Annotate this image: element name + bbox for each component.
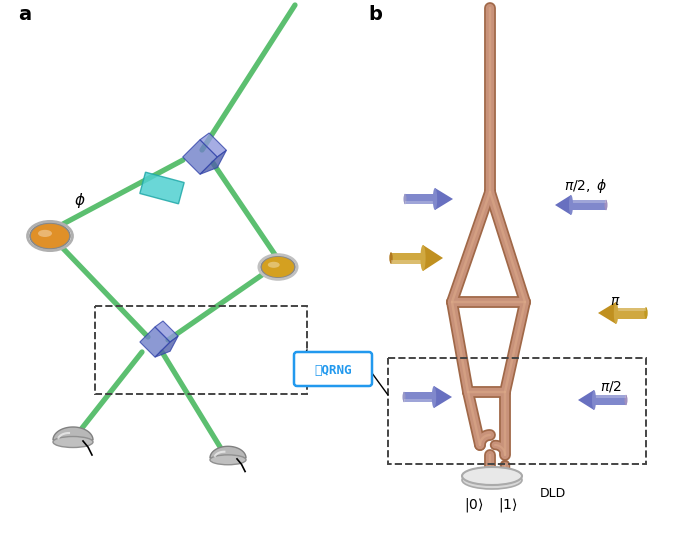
Ellipse shape	[605, 200, 608, 211]
Polygon shape	[598, 302, 616, 324]
Polygon shape	[434, 386, 452, 408]
Text: $\pi$: $\pi$	[610, 294, 621, 308]
Polygon shape	[405, 194, 435, 204]
Ellipse shape	[462, 471, 522, 489]
Text: $|1\rangle$: $|1\rangle$	[498, 496, 518, 513]
Polygon shape	[404, 399, 434, 402]
Ellipse shape	[625, 395, 627, 405]
Polygon shape	[200, 150, 227, 175]
Text: ⎌QRNG: ⎌QRNG	[314, 364, 352, 376]
Ellipse shape	[569, 195, 573, 215]
Polygon shape	[391, 260, 423, 264]
Polygon shape	[405, 201, 435, 204]
Ellipse shape	[261, 256, 295, 278]
FancyBboxPatch shape	[294, 352, 372, 386]
Polygon shape	[616, 308, 646, 318]
Text: DLD: DLD	[540, 487, 566, 500]
Polygon shape	[404, 392, 434, 402]
Ellipse shape	[645, 307, 647, 319]
Ellipse shape	[268, 262, 279, 268]
Ellipse shape	[390, 252, 393, 264]
Ellipse shape	[403, 194, 406, 204]
Ellipse shape	[403, 392, 406, 402]
Ellipse shape	[645, 308, 647, 318]
Ellipse shape	[53, 437, 93, 447]
Text: b: b	[368, 5, 382, 24]
Polygon shape	[210, 446, 246, 458]
Polygon shape	[555, 195, 571, 215]
Text: a: a	[18, 5, 31, 24]
Ellipse shape	[403, 194, 406, 204]
Polygon shape	[155, 336, 178, 357]
Polygon shape	[423, 245, 443, 271]
Text: $\pi/2,\ \phi$: $\pi/2,\ \phi$	[564, 177, 608, 195]
Ellipse shape	[614, 302, 618, 324]
Polygon shape	[571, 200, 606, 203]
Polygon shape	[140, 327, 170, 357]
Polygon shape	[594, 395, 626, 405]
Polygon shape	[140, 172, 184, 204]
Ellipse shape	[592, 390, 596, 410]
Ellipse shape	[433, 188, 437, 210]
Polygon shape	[200, 133, 227, 157]
Polygon shape	[594, 395, 626, 398]
Bar	[95, 306, 307, 394]
Ellipse shape	[38, 230, 52, 237]
Polygon shape	[616, 308, 646, 311]
Ellipse shape	[432, 386, 436, 408]
Polygon shape	[578, 390, 594, 410]
Bar	[388, 358, 646, 464]
Ellipse shape	[390, 252, 393, 264]
Ellipse shape	[403, 392, 406, 402]
Ellipse shape	[210, 455, 246, 465]
Text: $|0\rangle$: $|0\rangle$	[464, 496, 484, 513]
Polygon shape	[435, 188, 453, 210]
Ellipse shape	[421, 245, 425, 271]
Polygon shape	[571, 200, 606, 210]
Text: $\phi$: $\phi$	[74, 191, 86, 210]
Ellipse shape	[625, 395, 627, 405]
Ellipse shape	[605, 200, 607, 210]
Polygon shape	[53, 427, 93, 440]
Ellipse shape	[462, 467, 522, 485]
Text: $\pi/2$: $\pi/2$	[600, 379, 622, 394]
Polygon shape	[155, 321, 178, 342]
Polygon shape	[183, 140, 217, 175]
Polygon shape	[391, 252, 423, 264]
Ellipse shape	[30, 223, 70, 249]
